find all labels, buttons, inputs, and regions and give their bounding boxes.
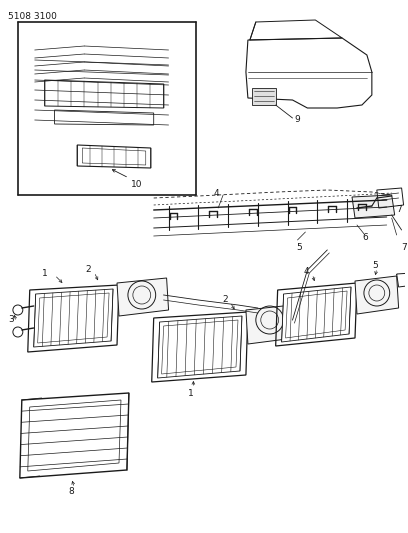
Text: 3: 3: [8, 316, 14, 325]
Polygon shape: [34, 289, 113, 347]
Text: 4: 4: [213, 189, 219, 198]
Text: 1: 1: [188, 389, 193, 398]
Polygon shape: [55, 110, 154, 125]
Text: 10: 10: [131, 180, 142, 189]
Text: 2: 2: [86, 265, 91, 274]
Polygon shape: [78, 145, 151, 168]
Text: 7: 7: [397, 206, 402, 214]
Polygon shape: [246, 305, 295, 344]
Text: 7: 7: [401, 244, 407, 253]
Polygon shape: [157, 316, 242, 378]
Polygon shape: [352, 195, 395, 218]
Text: 6: 6: [362, 233, 368, 243]
Text: 5108 3100: 5108 3100: [8, 12, 57, 21]
Polygon shape: [252, 88, 276, 105]
Polygon shape: [117, 278, 169, 316]
Polygon shape: [20, 393, 129, 478]
Text: 5: 5: [372, 261, 378, 270]
Text: 5: 5: [297, 244, 302, 253]
Polygon shape: [282, 287, 351, 342]
Text: 4: 4: [304, 266, 309, 276]
Text: 2: 2: [222, 295, 228, 304]
Polygon shape: [355, 276, 399, 314]
Text: 8: 8: [69, 488, 74, 497]
Polygon shape: [44, 80, 164, 108]
Text: 1: 1: [42, 269, 48, 278]
Text: 9: 9: [295, 116, 300, 125]
